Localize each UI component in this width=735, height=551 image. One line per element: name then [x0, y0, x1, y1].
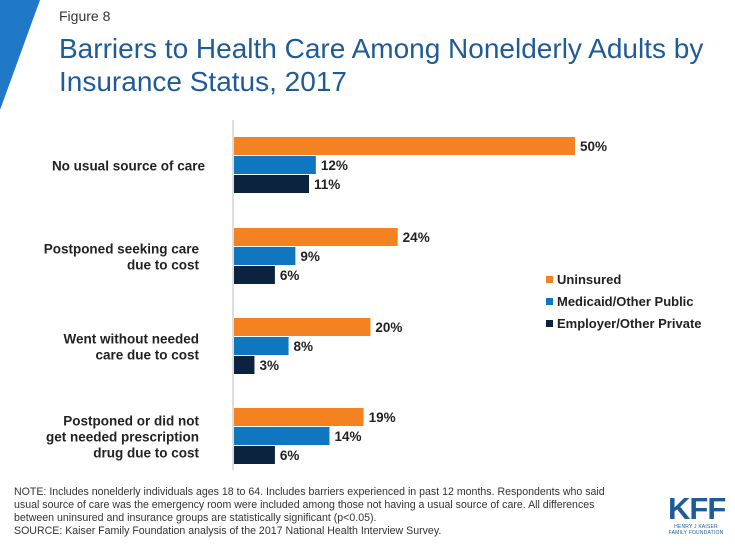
chart-legend: Uninsured Medicaid/Other Public Employer/O… — [546, 268, 702, 334]
chart-title: Barriers to Health Care Among Nonelderly… — [59, 33, 704, 97]
legend-swatch — [546, 297, 553, 305]
note-line: NOTE: Includes nonelderly individuals ag… — [14, 486, 605, 498]
legend-item: Employer/Other Private — [546, 312, 702, 334]
kff-logo-mark: KFF — [668, 491, 726, 526]
corner-triangle-shape — [0, 0, 40, 110]
bar-chart: No usual source of care 50% 12% 11% Postpone… — [44, 120, 607, 470]
data-label: 24% — [403, 230, 430, 245]
bar — [234, 228, 398, 246]
note-line: between uninsured and insurance groups a… — [14, 512, 377, 524]
data-label: 8% — [294, 339, 314, 354]
bar — [234, 247, 296, 265]
category-label: get needed prescription — [46, 430, 199, 445]
legend-swatch — [546, 275, 553, 283]
category-label: drug due to cost — [93, 446, 199, 461]
category-label: Postponed seeking care — [44, 242, 200, 257]
data-label: 6% — [280, 448, 300, 463]
data-label: 3% — [259, 358, 279, 373]
category-label: Went without needed — [64, 332, 200, 347]
source-line: SOURCE: Kaiser Family Foundation analysi… — [14, 525, 442, 537]
data-label: 9% — [300, 249, 320, 264]
legend-label: Medicaid/Other Public — [557, 293, 694, 309]
bar — [234, 408, 364, 426]
bar — [234, 337, 289, 355]
bar — [234, 356, 255, 374]
kff-logo: KFF HENRY J KAISER FAMILY FOUNDATION — [668, 491, 726, 536]
bar — [234, 427, 330, 445]
legend-label: Employer/Other Private — [557, 315, 702, 331]
legend-swatch — [546, 319, 553, 327]
data-label: 20% — [375, 320, 402, 335]
data-label: 6% — [280, 268, 300, 283]
category-label: due to cost — [127, 258, 200, 273]
note-line: usual source of care was the emergency r… — [14, 499, 595, 511]
bar — [234, 266, 275, 284]
bar — [234, 318, 371, 336]
data-label: 14% — [334, 429, 361, 444]
bar — [234, 156, 316, 174]
legend-label: Uninsured — [557, 271, 622, 287]
footnote: NOTE: Includes nonelderly individuals ag… — [14, 486, 654, 538]
corner-triangle-decoration — [0, 0, 40, 110]
category-label: Postponed or did not — [63, 414, 199, 429]
data-label: 12% — [321, 158, 348, 173]
bar — [234, 446, 275, 464]
data-label: 50% — [580, 139, 607, 154]
kff-logo-subtitle: HENRY J KAISER — [674, 524, 718, 530]
figure-label: Figure 8 — [59, 8, 111, 24]
category-label: care due to cost — [95, 348, 199, 363]
data-label: 19% — [369, 410, 396, 425]
legend-item: Medicaid/Other Public — [546, 290, 702, 312]
legend-item: Uninsured — [546, 268, 702, 290]
category-label: No usual source of care — [52, 159, 206, 174]
kff-logo-subtitle: FAMILY FOUNDATION — [668, 530, 724, 536]
bar — [234, 175, 310, 193]
data-label: 11% — [314, 177, 340, 192]
bar — [234, 137, 575, 155]
